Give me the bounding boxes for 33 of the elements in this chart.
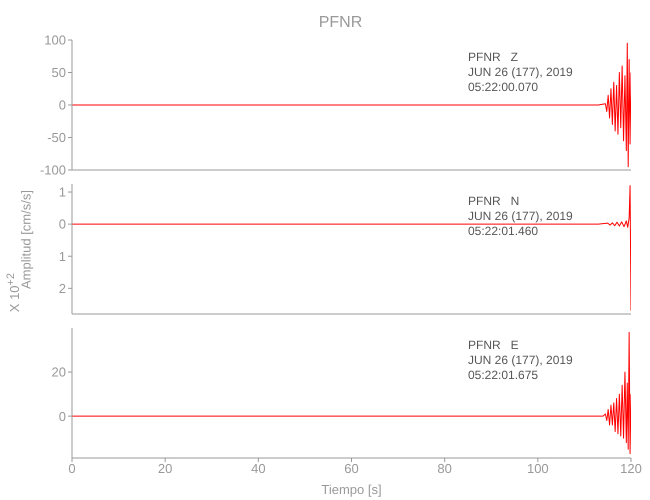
y-tick-label: 0 <box>58 98 66 113</box>
annotation: 05:22:01.460 <box>468 224 538 238</box>
x-tick-label: 20 <box>158 461 172 476</box>
x-tick-label: 40 <box>251 461 266 476</box>
line-series <box>72 332 631 454</box>
y-tick-label: 1 <box>58 248 66 264</box>
y-tick-label: 2 <box>58 280 66 296</box>
x-tick-label: 0 <box>68 461 76 476</box>
x-axis-title: Tiempo [s] <box>321 482 382 497</box>
y-tick-label: -100 <box>40 162 66 178</box>
y-tick-label: 50 <box>52 65 66 80</box>
annotation: PFNR N <box>468 194 520 208</box>
y-tick-label: 1 <box>58 184 66 200</box>
annotation: PFNR E <box>468 338 519 352</box>
chart-title: PFNR <box>318 14 364 32</box>
y-tick-label: -50 <box>47 130 66 146</box>
line-series <box>72 42 631 168</box>
annotation: JUN 26 (177), 2019 <box>468 65 573 79</box>
x-tick-label: 120 <box>620 461 642 476</box>
y-tick-label: 0 <box>58 216 66 232</box>
y-tick-label: 0 <box>58 408 66 424</box>
y-tick-label: 100 <box>44 32 66 48</box>
y-axis-title: Amplitud [cm/s/s] <box>18 190 34 289</box>
x-tick-label: 80 <box>437 461 452 476</box>
annotation: PFNR Z <box>468 50 518 64</box>
annotation: JUN 26 (177), 2019 <box>468 209 573 223</box>
annotation: 05:22:01.675 <box>468 368 538 382</box>
y-tick-label: 20 <box>52 364 66 380</box>
x-tick-label: 100 <box>526 461 549 476</box>
annotation: JUN 26 (177), 2019 <box>468 353 573 367</box>
line-series <box>72 185 631 312</box>
annotation: 05:22:00.070 <box>468 80 538 94</box>
x-tick-label: 60 <box>344 461 359 476</box>
